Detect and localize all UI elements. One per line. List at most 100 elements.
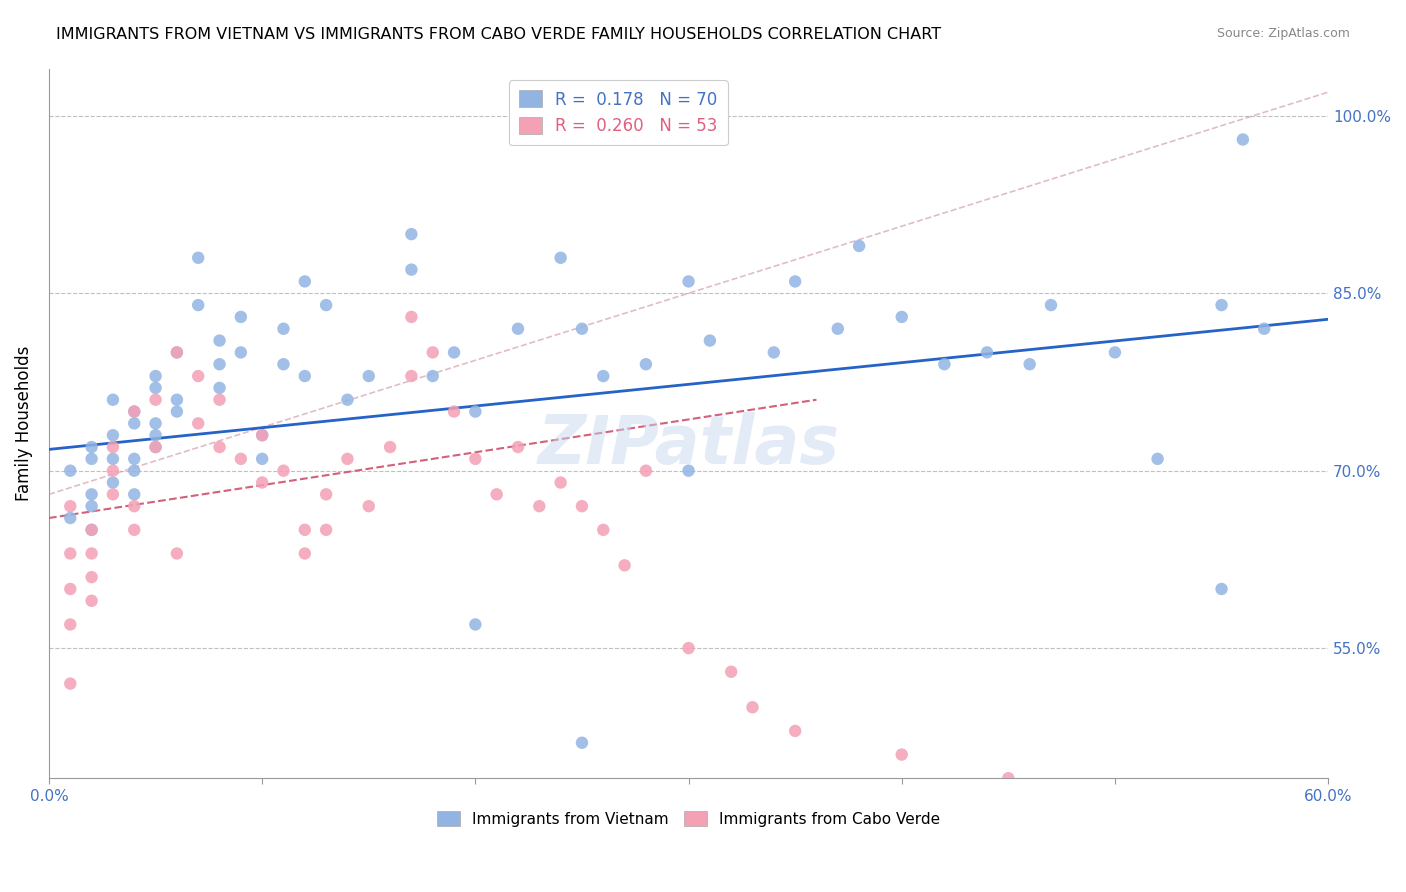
Point [80, 570, 103, 584]
Point [678, 641, 700, 656]
Text: IMMIGRANTS FROM VIETNAM VS IMMIGRANTS FROM CABO VERDE FAMILY HOUSEHOLDS CORRELAT: IMMIGRANTS FROM VIETNAM VS IMMIGRANTS FR… [56, 27, 942, 42]
Point [464, 451, 486, 466]
Point [401, 227, 423, 241]
Point [122, 451, 145, 466]
Point [529, 499, 551, 513]
Point [80, 523, 103, 537]
Point [785, 723, 807, 738]
Point [401, 369, 423, 384]
Point [1018, 357, 1040, 371]
Point [59, 546, 82, 560]
Point [187, 251, 209, 265]
Point [443, 404, 465, 418]
Point [145, 392, 167, 407]
Point [422, 369, 444, 384]
Point [145, 417, 167, 431]
Point [122, 404, 145, 418]
Point [101, 475, 124, 490]
Point [571, 736, 593, 750]
Point [250, 428, 273, 442]
Point [976, 345, 998, 359]
Point [101, 440, 124, 454]
Point [101, 392, 124, 407]
Point [101, 428, 124, 442]
Point [550, 475, 572, 490]
Point [1211, 582, 1233, 596]
Point [678, 275, 700, 289]
Point [1232, 132, 1254, 146]
Point [934, 357, 956, 371]
Point [145, 381, 167, 395]
Point [187, 369, 209, 384]
Point [122, 417, 145, 431]
Point [229, 345, 252, 359]
Point [59, 617, 82, 632]
Point [166, 392, 188, 407]
Point [166, 546, 188, 560]
Point [166, 345, 188, 359]
Point [250, 428, 273, 442]
Point [208, 334, 231, 348]
Point [59, 511, 82, 525]
Point [145, 440, 167, 454]
Point [229, 451, 252, 466]
Point [273, 357, 295, 371]
Point [122, 404, 145, 418]
Point [229, 310, 252, 324]
Point [336, 392, 359, 407]
Point [592, 369, 614, 384]
Point [848, 239, 870, 253]
Point [890, 310, 912, 324]
Point [315, 298, 337, 312]
Point [59, 676, 82, 690]
Point [315, 523, 337, 537]
Point [550, 251, 572, 265]
Point [145, 428, 167, 442]
Point [166, 345, 188, 359]
Point [101, 487, 124, 501]
Point [699, 334, 721, 348]
Point [166, 404, 188, 418]
Point [80, 451, 103, 466]
Point [592, 523, 614, 537]
Point [101, 464, 124, 478]
Point [145, 369, 167, 384]
Point [315, 487, 337, 501]
Point [80, 546, 103, 560]
Point [890, 747, 912, 762]
Point [80, 487, 103, 501]
Point [1211, 298, 1233, 312]
Point [357, 369, 380, 384]
Point [208, 440, 231, 454]
Point [634, 464, 657, 478]
Point [741, 700, 763, 714]
Point [59, 464, 82, 478]
Point [294, 275, 316, 289]
Point [122, 487, 145, 501]
Point [571, 322, 593, 336]
Point [634, 357, 657, 371]
Point [273, 322, 295, 336]
Point [250, 475, 273, 490]
Y-axis label: Family Households: Family Households [15, 346, 32, 501]
Point [401, 262, 423, 277]
Point [720, 665, 742, 679]
Legend: Immigrants from Vietnam, Immigrants from Cabo Verde: Immigrants from Vietnam, Immigrants from… [429, 803, 948, 834]
Point [273, 464, 295, 478]
Point [187, 417, 209, 431]
Point [1040, 298, 1063, 312]
Point [208, 357, 231, 371]
Point [613, 558, 636, 573]
Point [294, 369, 316, 384]
Point [250, 451, 273, 466]
Point [122, 464, 145, 478]
Point [122, 499, 145, 513]
Point [187, 298, 209, 312]
Point [1253, 322, 1275, 336]
Point [145, 440, 167, 454]
Point [785, 275, 807, 289]
Point [357, 499, 380, 513]
Point [401, 310, 423, 324]
Point [378, 440, 401, 454]
Point [294, 546, 316, 560]
